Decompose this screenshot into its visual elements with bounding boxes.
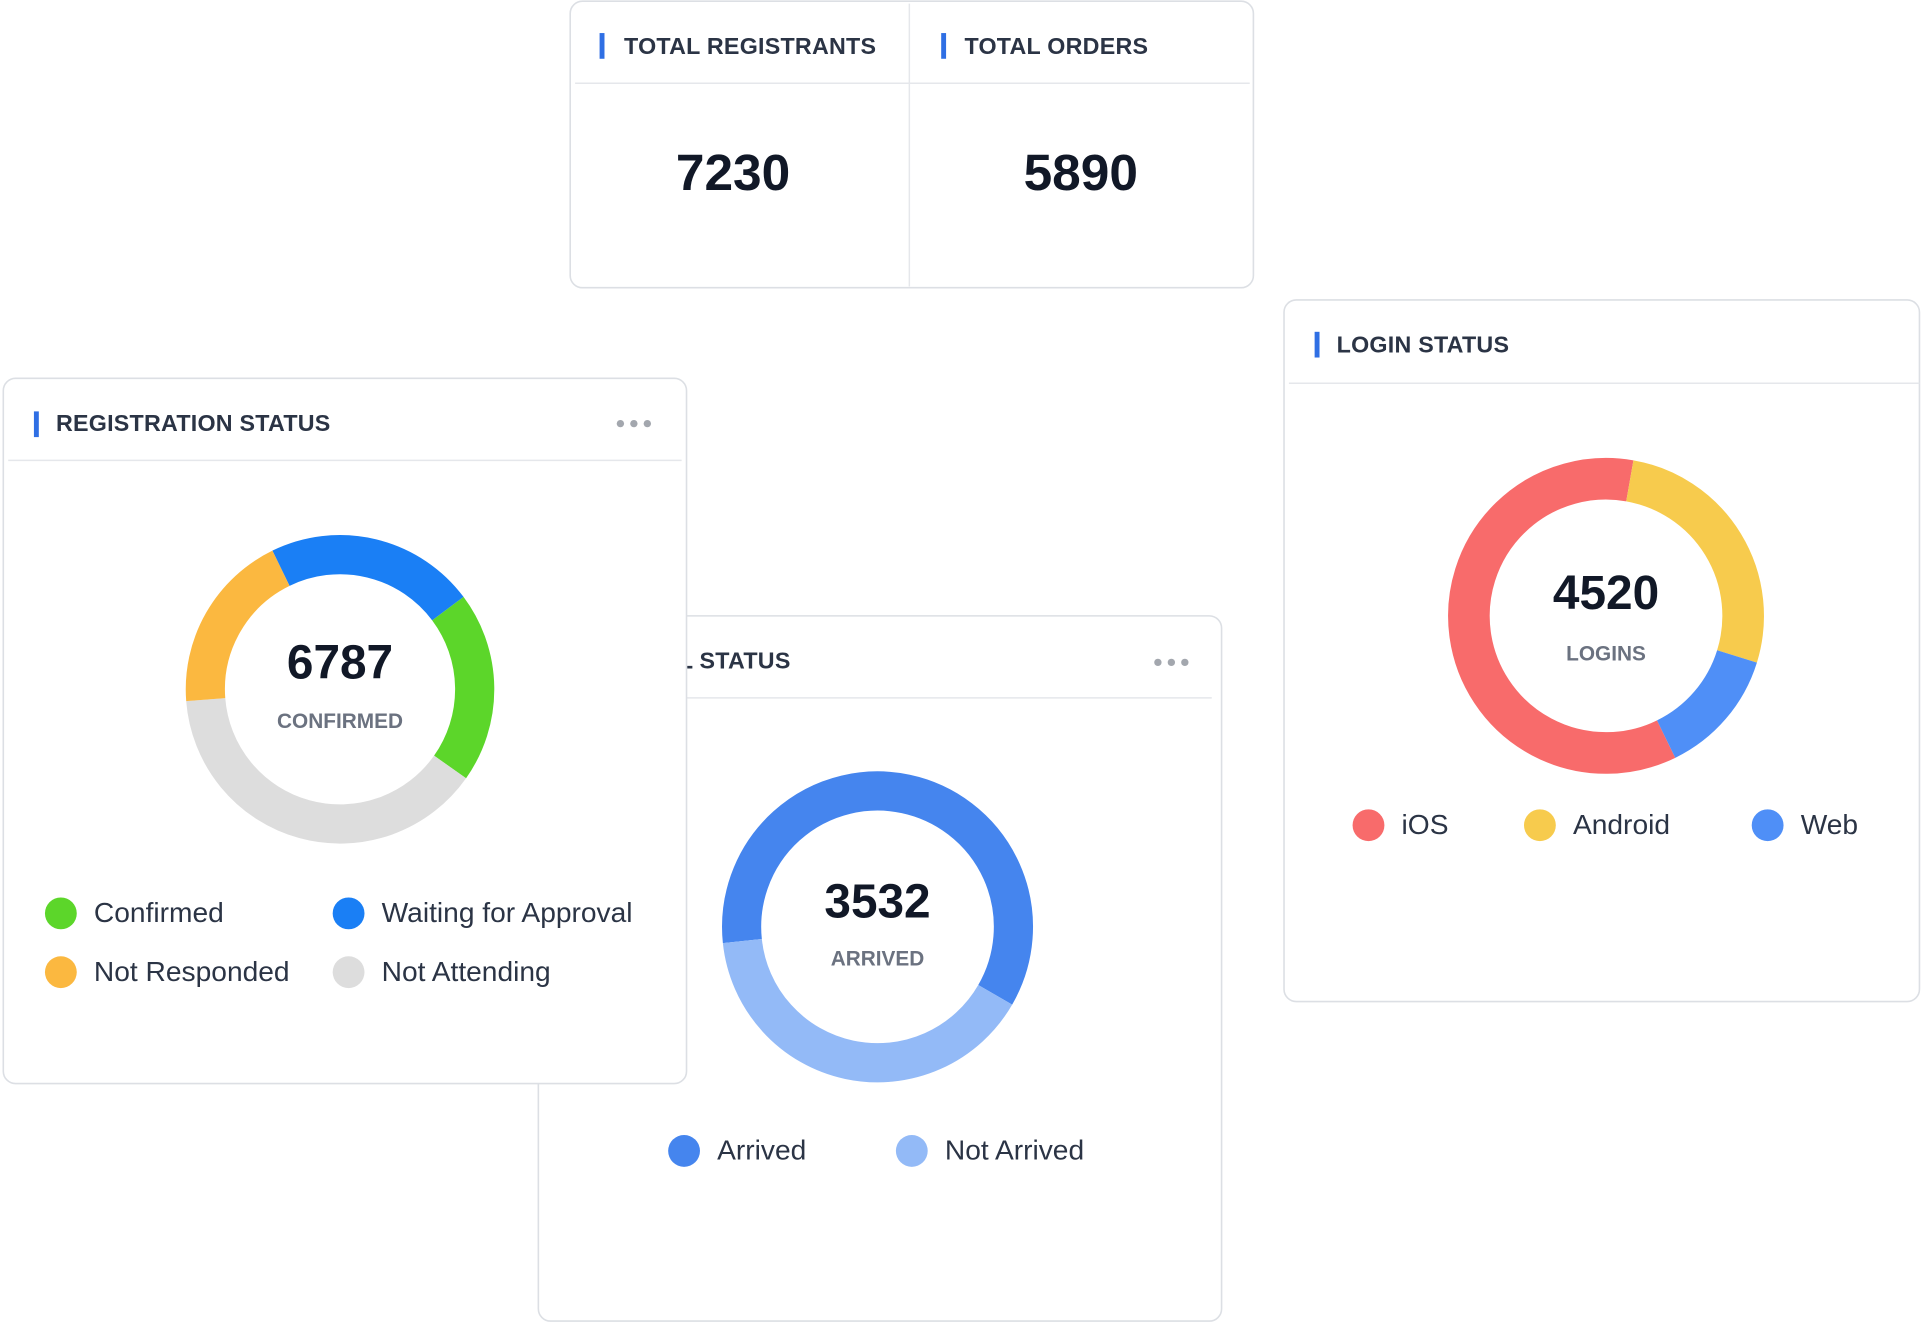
legend-swatch (1523, 809, 1556, 842)
donut-segment (185, 550, 291, 702)
legend-swatch (668, 1134, 700, 1167)
title-accent (941, 33, 947, 59)
legend-label: Android (1573, 809, 1670, 840)
center-value: 4520 (1553, 567, 1659, 620)
legend-swatch (332, 897, 365, 930)
legend-label: Not Responded (94, 956, 290, 987)
legend-label: Waiting for Approval (382, 897, 633, 928)
donut-segment (1448, 457, 1676, 774)
legend-swatch (332, 956, 365, 989)
title-accent (33, 411, 39, 438)
center-value: 3532 (824, 875, 930, 928)
title-accent (599, 33, 605, 59)
donut-segment (431, 596, 495, 779)
legend-label: iOS (1402, 809, 1449, 840)
stat-value: 5890 (1024, 143, 1138, 201)
stat-value: 7230 (676, 143, 790, 201)
card-frame (569, 0, 1255, 289)
legend-label: Not Arrived (945, 1135, 1084, 1166)
card-title: REGISTRATION STATUS (56, 410, 331, 436)
donut-segment (722, 771, 1033, 1005)
donut-segment (272, 535, 464, 621)
legend-swatch (44, 956, 77, 989)
center-label: ARRIVED (831, 947, 925, 970)
more-menu[interactable] (1154, 658, 1189, 667)
card-frame (2, 377, 688, 1085)
legend-swatch (1751, 809, 1784, 842)
legend-label: Web (1801, 809, 1858, 840)
donut-segment (186, 697, 467, 844)
login-card: LOGIN STATUS 4520 LOGINS iOS Android Web (1283, 299, 1921, 1003)
center-label: CONFIRMED (277, 710, 403, 733)
stats-card: TOTAL REGISTRANTS 7230 TOTAL ORDERS 5890 (569, 0, 1255, 289)
center-label: LOGINS (1566, 643, 1646, 666)
donut-segment (722, 938, 1013, 1083)
legend-label: Not Attending (382, 956, 551, 987)
legend-label: Arrived (717, 1135, 806, 1166)
more-menu[interactable] (616, 419, 652, 428)
card-title: LOGIN STATUS (1337, 332, 1510, 358)
donut-segment (1656, 649, 1757, 758)
center-value: 6787 (287, 637, 393, 690)
registration-card: REGISTRATION STATUS 6787 CONFIRMED Confirm… (2, 377, 688, 1085)
legend-swatch (44, 897, 77, 930)
title-accent (1314, 331, 1320, 358)
stat-title: TOTAL REGISTRANTS (624, 33, 876, 59)
legend-swatch (1352, 809, 1385, 842)
legend-label: Confirmed (94, 897, 224, 928)
stat-title: TOTAL ORDERS (964, 33, 1148, 59)
legend-swatch (895, 1134, 928, 1167)
donut-segment (1625, 460, 1764, 663)
